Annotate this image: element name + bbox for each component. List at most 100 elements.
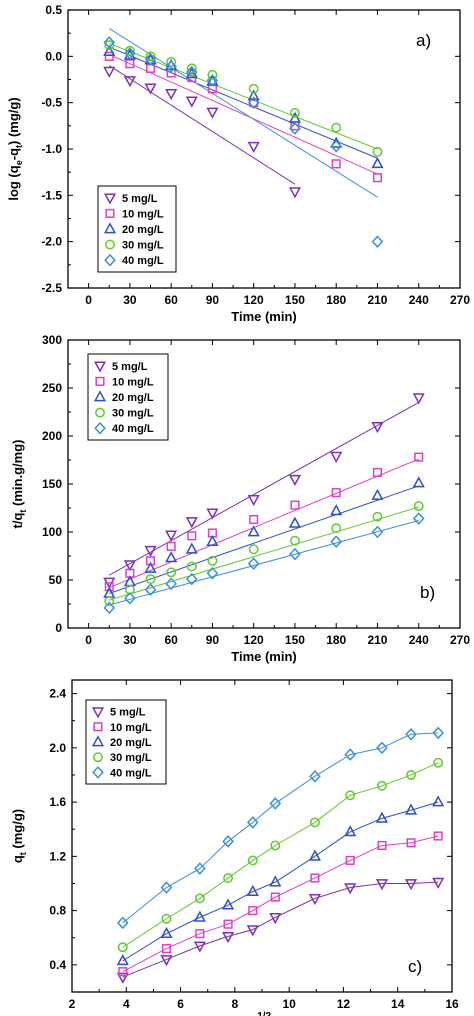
data-point	[413, 501, 424, 512]
legend-marker	[92, 766, 104, 779]
y-tick-label: 1.2	[49, 849, 66, 863]
data-point	[433, 831, 443, 841]
data-point	[246, 884, 259, 896]
data-point	[376, 741, 388, 755]
data-point	[371, 235, 384, 248]
series-line	[122, 732, 439, 924]
data-point	[404, 803, 418, 815]
data-point	[404, 879, 418, 891]
panel-label: a)	[416, 31, 431, 50]
data-point	[193, 910, 206, 922]
y-tick-label: 0.8	[49, 904, 66, 918]
data-point	[223, 919, 233, 929]
fit-line	[109, 506, 419, 601]
legend-label: 30 mg/L	[112, 408, 154, 420]
y-axis-title-part: -q	[6, 148, 21, 160]
y-axis-title-sub: t	[14, 145, 24, 148]
data-point	[104, 51, 114, 61]
legend-marker	[105, 208, 115, 218]
data-point	[270, 892, 280, 902]
data-point	[345, 790, 356, 801]
data-point	[144, 52, 157, 66]
data-point	[194, 893, 205, 904]
fit-line	[108, 65, 296, 185]
legend-label: 10 mg/L	[110, 722, 152, 734]
legend-label: 40 mg/L	[122, 255, 164, 267]
data-point	[372, 511, 383, 522]
x-axis-title: t1/2	[253, 1011, 272, 1016]
data-point	[412, 512, 425, 525]
x-tick-label: 0	[85, 293, 92, 307]
data-point	[412, 476, 425, 488]
legend-label: 30 mg/L	[122, 240, 164, 252]
y-tick-label: -0.5	[41, 96, 62, 110]
data-point	[206, 566, 219, 580]
y-axis-title-part: t/q	[10, 513, 25, 529]
x-tick-label: 120	[244, 293, 264, 307]
data-point	[412, 393, 425, 405]
y-tick-label: 200	[42, 429, 62, 443]
data-point	[185, 65, 198, 79]
data-point	[116, 972, 129, 984]
data-point	[144, 583, 157, 596]
data-point	[433, 757, 444, 768]
data-point	[117, 942, 128, 953]
y-axis-title-sub: e	[14, 160, 24, 165]
legend-box	[87, 353, 169, 441]
data-point	[185, 96, 198, 108]
data-point	[344, 883, 357, 895]
x-tick-label: 0	[85, 633, 92, 647]
data-point	[222, 898, 235, 910]
data-point	[206, 534, 219, 546]
data-layer	[116, 726, 445, 984]
data-point	[432, 877, 445, 889]
data-point	[309, 817, 320, 828]
data-point	[331, 122, 342, 133]
y-tick-label: -2.5	[41, 281, 62, 295]
data-point	[185, 542, 198, 554]
data-point	[375, 811, 389, 823]
x-tick-label: 60	[164, 293, 178, 307]
data-point	[290, 500, 300, 510]
legend-label: 5 mg/L	[112, 361, 148, 373]
data-point	[161, 944, 172, 954]
x-tick-label: 210	[367, 293, 387, 307]
x-axis-title: Time (min)	[231, 309, 297, 324]
x-tick-label: 4	[123, 997, 130, 1011]
x-tick-label: 120	[244, 633, 264, 647]
data-layer	[103, 28, 384, 248]
data-point	[377, 780, 387, 791]
panel-label: c)	[408, 957, 422, 976]
x-tick-label: 150	[285, 293, 305, 307]
fit-line	[108, 28, 378, 198]
data-point	[405, 727, 417, 741]
data-point	[247, 855, 258, 866]
data-point	[371, 157, 384, 169]
x-tick-label: 240	[409, 293, 429, 307]
data-point	[371, 422, 384, 434]
data-point	[165, 89, 178, 101]
data-point	[207, 69, 218, 80]
legend-label: 5 mg/L	[122, 193, 158, 205]
data-point	[116, 954, 129, 966]
x-axis-title: Time (min)	[231, 649, 297, 664]
data-point	[249, 514, 259, 525]
x-tick-label: 60	[164, 633, 178, 647]
data-point	[165, 551, 178, 563]
data-point	[103, 601, 116, 615]
legend-marker	[104, 253, 116, 267]
data-point	[206, 107, 219, 119]
chart-panel-2: 0 30 60 90 120 150 180 210 240 270 0 50 100 150 200 250…	[10, 333, 470, 664]
data-point	[269, 797, 282, 810]
fit-line	[109, 42, 378, 150]
data-point	[185, 572, 198, 586]
data-point	[289, 535, 300, 546]
fit-line	[109, 401, 419, 576]
data-point	[289, 547, 301, 561]
x-tick-label: 270	[450, 293, 470, 307]
y-tick-label: 2.0	[49, 741, 66, 755]
data-point	[144, 545, 157, 558]
data-point	[103, 44, 116, 57]
data-point	[104, 596, 115, 607]
